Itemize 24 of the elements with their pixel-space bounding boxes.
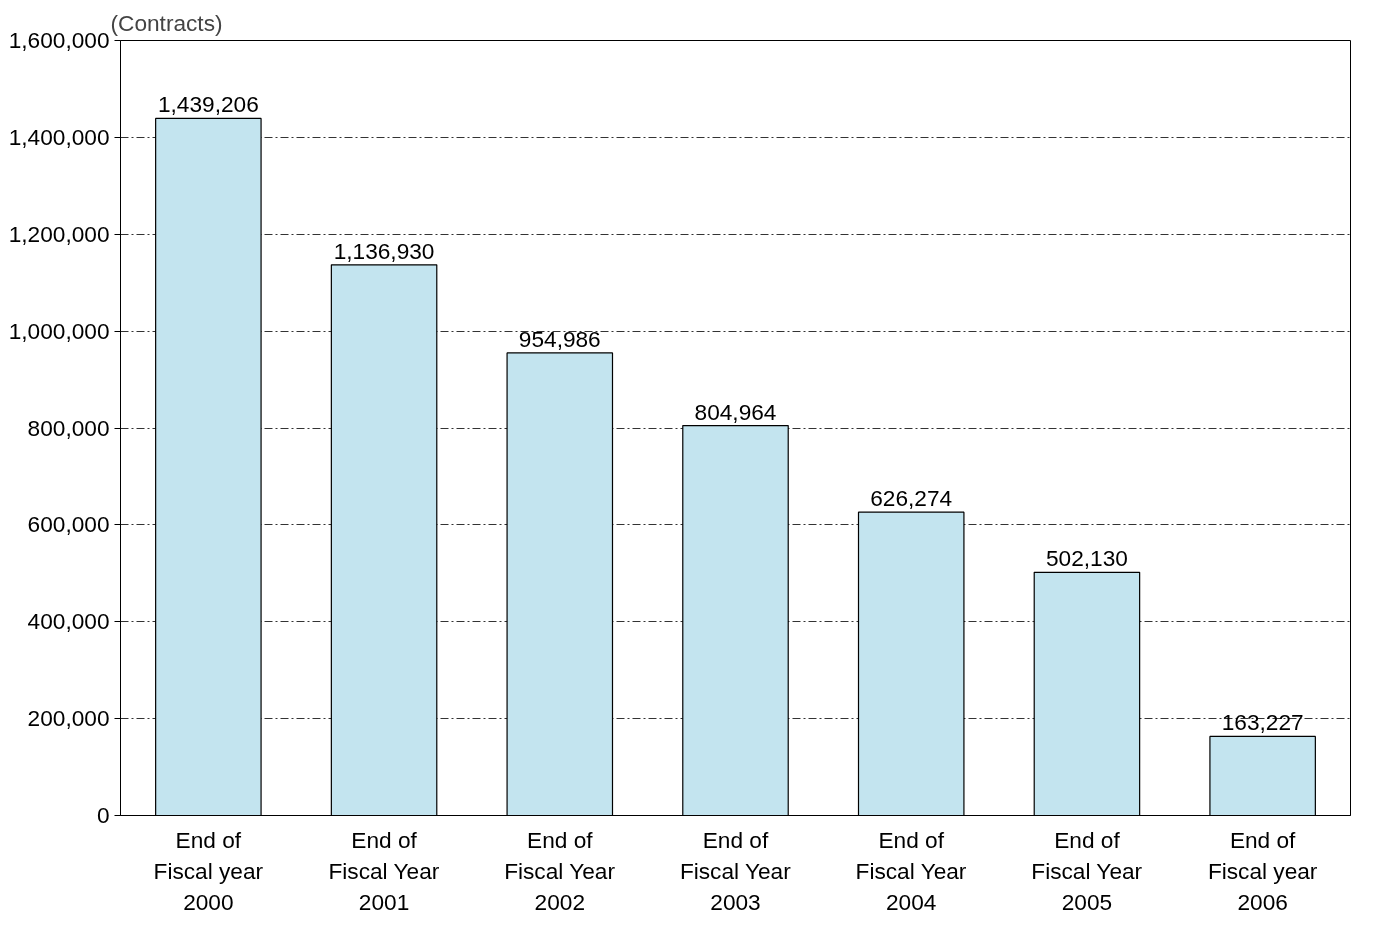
data-label: 1,136,930 [333, 237, 435, 264]
y-tick-label: 1,200,000 [8, 220, 110, 247]
y-tick-label: 800,000 [27, 414, 110, 441]
y-tick-label: 200,000 [27, 705, 110, 732]
x-tick-label: End of Fiscal Year 2003 [679, 826, 792, 915]
x-tick-label: End of Fiscal Year 2004 [855, 826, 967, 915]
data-label: 1,439,206 [157, 91, 259, 118]
y-tick-label: 600,000 [27, 511, 110, 538]
x-tick-label: End of Fiscal Year 2001 [328, 826, 440, 915]
data-label: 804,964 [694, 398, 777, 425]
data-label: 502,130 [1045, 545, 1128, 572]
data-label: 626,274 [870, 485, 953, 512]
x-tick-label: End of Fiscal year 2006 [1207, 826, 1318, 915]
x-tick-label: End of Fiscal year 2000 [153, 826, 264, 915]
y-tick-label: 1,600,000 [8, 27, 110, 53]
y-tick-label: 1,000,000 [8, 317, 110, 344]
y-tick-label: 0 [96, 802, 110, 828]
y-tick-label: 400,000 [27, 608, 110, 635]
x-tick-label: End of Fiscal Year 2005 [1031, 826, 1143, 915]
data-label: 163,227 [1221, 709, 1304, 736]
y-axis-title: (Contracts) [110, 9, 223, 36]
data-label: 954,986 [518, 325, 601, 352]
x-tick-label: End of Fiscal Year 2002 [504, 826, 616, 915]
y-tick-label: 1,400,000 [8, 123, 110, 150]
